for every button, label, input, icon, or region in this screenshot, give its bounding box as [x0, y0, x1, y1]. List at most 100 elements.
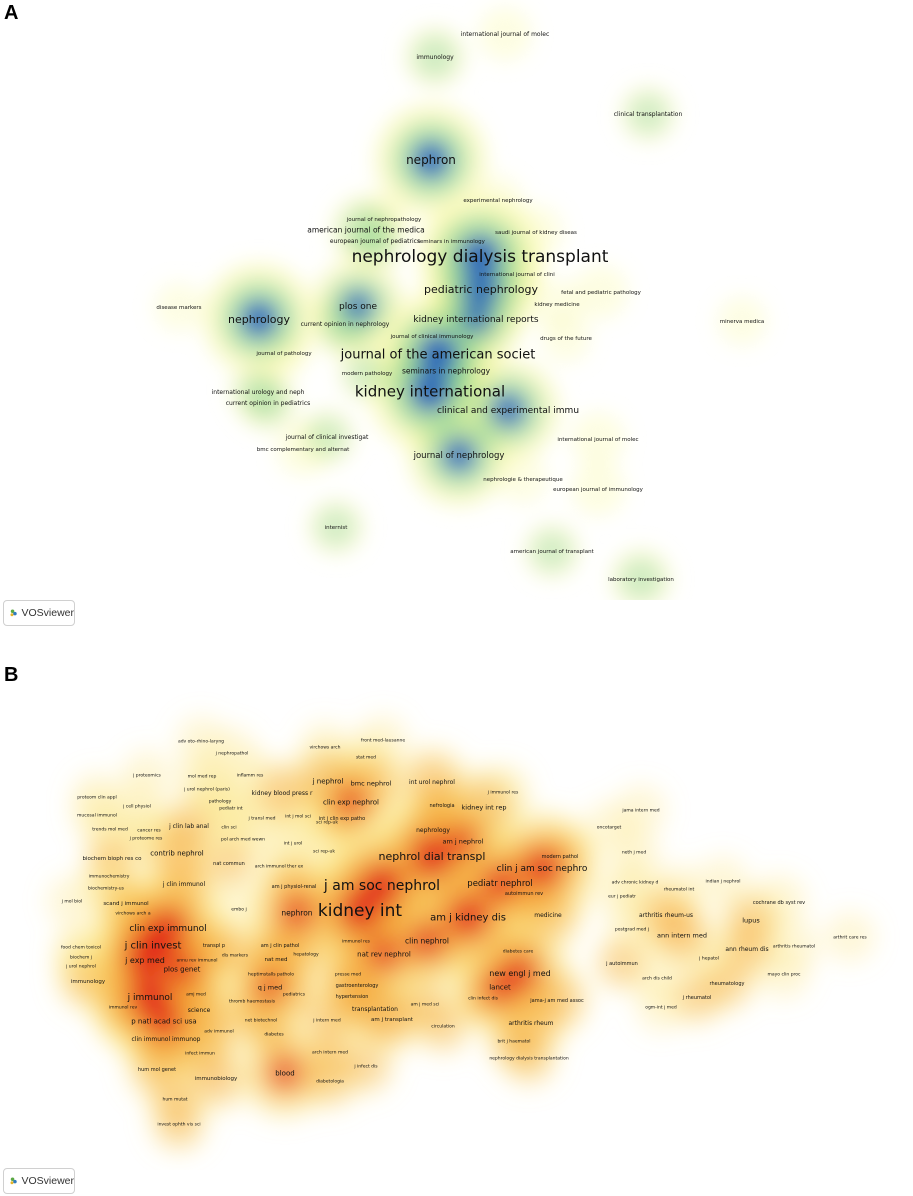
- node-label[interactable]: food chem toxicol: [61, 945, 101, 951]
- node-label[interactable]: contrib nephrol: [150, 849, 203, 857]
- node-label[interactable]: virchows arch a: [115, 911, 150, 917]
- node-label[interactable]: nephron: [406, 153, 456, 167]
- node-label[interactable]: int j urol: [284, 841, 303, 847]
- node-label[interactable]: lupus: [742, 916, 760, 924]
- node-label[interactable]: am j med sci: [411, 1002, 440, 1008]
- node-label[interactable]: new engl j med: [489, 969, 550, 978]
- node-label[interactable]: kidney medicine: [534, 302, 580, 308]
- node-label[interactable]: diabetes: [264, 1032, 284, 1038]
- node-label[interactable]: ann intern med: [657, 931, 707, 939]
- node-label[interactable]: virchows arch: [309, 745, 340, 751]
- node-label[interactable]: international journal of molec: [557, 437, 638, 443]
- node-label[interactable]: int urol nephrol: [409, 779, 455, 786]
- node-label[interactable]: j clin immunol: [162, 881, 206, 888]
- node-label[interactable]: j exp med: [124, 956, 165, 965]
- node-label[interactable]: mayo clin proc: [767, 972, 801, 978]
- node-label[interactable]: am j clin pathol: [261, 943, 300, 949]
- node-label[interactable]: nephron: [281, 909, 312, 918]
- node-label[interactable]: int j mol sci: [285, 814, 311, 820]
- node-label[interactable]: diabetes care: [503, 949, 534, 955]
- node-label[interactable]: j clin lab anal: [168, 823, 209, 830]
- node-label[interactable]: pathology: [209, 799, 232, 805]
- node-label[interactable]: pediatr int: [219, 806, 243, 812]
- node-label[interactable]: immunochemistry: [89, 874, 130, 880]
- node-label[interactable]: drugs of the future: [540, 336, 592, 342]
- node-label[interactable]: nat med: [265, 957, 288, 963]
- node-label[interactable]: j am soc nephrol: [323, 878, 440, 894]
- node-label[interactable]: clin nephrol: [405, 937, 449, 946]
- node-label[interactable]: bmc complementary and alternat: [257, 447, 350, 453]
- node-label[interactable]: postgrad med j: [615, 927, 649, 933]
- node-label[interactable]: j cell physiol: [122, 804, 151, 810]
- node-label[interactable]: am j transplant: [371, 1017, 414, 1023]
- node-label[interactable]: mucosal immunol: [77, 813, 117, 819]
- node-label[interactable]: mol med rep: [188, 774, 217, 780]
- node-label[interactable]: embo j: [231, 907, 246, 913]
- node-label[interactable]: saudi journal of kidney diseas: [495, 230, 577, 236]
- node-label[interactable]: clin immunol immunop: [132, 1036, 201, 1043]
- node-label[interactable]: j intern med: [312, 1018, 341, 1024]
- node-label[interactable]: arthritis rheum: [509, 1020, 554, 1027]
- node-label[interactable]: proteom clin appl: [77, 795, 116, 801]
- node-label[interactable]: j proteome res: [129, 836, 163, 842]
- node-label[interactable]: nephrol dial transpl: [379, 850, 486, 863]
- node-label[interactable]: nephrology dialysis transplant: [352, 247, 609, 267]
- node-label[interactable]: j nephropathol: [215, 751, 249, 757]
- node-label[interactable]: sci rep-uk: [313, 849, 335, 855]
- node-label[interactable]: int j clin exp patho: [319, 816, 366, 822]
- node-label[interactable]: european journal of pediatrics: [330, 238, 420, 245]
- node-label[interactable]: journal of the american societ: [340, 348, 536, 363]
- node-label[interactable]: pediatr nephrol: [467, 879, 532, 889]
- node-label[interactable]: am j physiol-renal: [272, 884, 317, 890]
- node-label[interactable]: hum mol genet: [138, 1067, 176, 1073]
- node-label[interactable]: ogm-int j med: [645, 1005, 677, 1011]
- node-label[interactable]: ann rheum dis: [725, 946, 768, 953]
- node-label[interactable]: kidney blood press r: [252, 790, 313, 797]
- node-label[interactable]: pol arch med wewn: [221, 837, 265, 843]
- node-label[interactable]: nephrology: [228, 313, 290, 326]
- node-label[interactable]: immunology: [416, 54, 454, 61]
- node-label[interactable]: arthritis rheumatol: [773, 944, 815, 950]
- node-label[interactable]: journal of pathology: [255, 351, 312, 357]
- node-label[interactable]: am j kidney dis: [430, 913, 506, 924]
- node-label[interactable]: blood: [275, 1069, 294, 1077]
- node-label[interactable]: kidney international reports: [413, 315, 538, 325]
- node-label[interactable]: j infect dis: [353, 1064, 378, 1070]
- node-label[interactable]: current opinion in pediatrics: [226, 400, 311, 407]
- node-label[interactable]: cochrane db syst rev: [753, 900, 805, 906]
- node-label[interactable]: transpl p: [203, 943, 225, 949]
- node-label[interactable]: infect immun: [185, 1051, 215, 1057]
- node-label[interactable]: adv chronic kidney d: [612, 880, 659, 886]
- node-label[interactable]: net biotechnol: [245, 1018, 277, 1024]
- node-label[interactable]: seminars in nephrology: [402, 367, 491, 376]
- node-label[interactable]: american journal of transplant: [510, 549, 594, 555]
- node-label[interactable]: journal of nephropathology: [346, 217, 422, 223]
- node-label[interactable]: journal of nephrology: [413, 451, 505, 461]
- node-label[interactable]: american journal of the medica: [307, 226, 425, 235]
- node-label[interactable]: arch intern med: [312, 1050, 348, 1056]
- node-label[interactable]: clin exp nephrol: [323, 798, 379, 806]
- node-label[interactable]: biochem bioph res co: [82, 856, 142, 862]
- node-label[interactable]: arch immunol ther ex: [255, 864, 304, 870]
- node-label[interactable]: j immunol: [127, 993, 173, 1003]
- node-label[interactable]: plos genet: [164, 965, 201, 973]
- node-label[interactable]: immunobiology: [195, 1076, 238, 1082]
- node-label[interactable]: j transl med: [248, 816, 276, 822]
- node-label[interactable]: internist: [325, 525, 349, 531]
- node-label[interactable]: immunology: [71, 979, 106, 985]
- node-label[interactable]: hepatology: [293, 952, 319, 958]
- node-label[interactable]: current opinion in nephrology: [301, 321, 390, 328]
- node-label[interactable]: q j med: [258, 983, 283, 991]
- node-label[interactable]: experimental nephrology: [463, 198, 533, 204]
- node-label[interactable]: nefrologia: [429, 803, 454, 809]
- node-label[interactable]: nephrology dialysis transplantation: [489, 1056, 569, 1062]
- node-label[interactable]: transplantation: [352, 1006, 398, 1013]
- node-label[interactable]: brit j haematol: [497, 1039, 530, 1045]
- node-label[interactable]: international urology and neph: [212, 389, 305, 396]
- node-label[interactable]: j urol nephrol: [65, 964, 96, 970]
- node-label[interactable]: hum mutat: [162, 1097, 187, 1103]
- node-label[interactable]: lancet: [489, 983, 511, 991]
- node-label[interactable]: oncotarget: [597, 825, 622, 831]
- node-label[interactable]: nephrologie & therapeutique: [483, 477, 563, 483]
- node-label[interactable]: j proteomics: [132, 773, 161, 779]
